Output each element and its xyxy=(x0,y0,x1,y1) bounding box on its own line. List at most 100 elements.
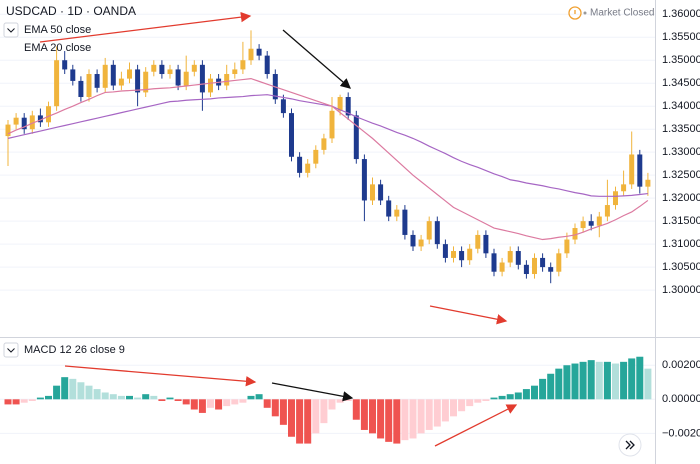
histogram-bar xyxy=(312,399,320,434)
histogram-bar xyxy=(490,397,498,400)
histogram-bar xyxy=(231,399,239,405)
candle-body xyxy=(345,97,351,116)
legend-toggle[interactable] xyxy=(3,342,19,358)
histogram-bar xyxy=(36,397,44,400)
histogram-bar xyxy=(595,361,603,400)
candle-body xyxy=(442,244,448,258)
grid xyxy=(0,13,655,434)
candle-body xyxy=(94,74,100,88)
histogram-bar xyxy=(126,395,133,400)
histogram-bar xyxy=(182,399,190,405)
candle-body xyxy=(248,48,254,61)
histogram-bar xyxy=(304,399,312,444)
candle-body xyxy=(523,264,529,275)
histogram-bar xyxy=(547,373,555,400)
y-tick-label: 1.33500 xyxy=(662,123,700,135)
histogram-bar xyxy=(563,365,571,400)
histogram-bar xyxy=(433,399,441,427)
candle-body xyxy=(175,69,181,86)
histogram-bar xyxy=(12,399,20,405)
candle-body xyxy=(183,71,189,86)
candle-body xyxy=(13,117,19,125)
histogram-bar xyxy=(158,399,166,401)
candle-body xyxy=(232,69,238,75)
histogram-bar xyxy=(425,399,433,430)
legend-label: EMA 50 close xyxy=(24,24,91,36)
candle-body xyxy=(78,80,84,98)
candle-body xyxy=(491,253,497,272)
histogram-bar xyxy=(458,399,466,412)
histogram-bar xyxy=(53,385,61,400)
candle-body xyxy=(62,60,68,70)
y-tick-label: 1.31000 xyxy=(662,238,700,250)
arrow xyxy=(282,29,351,89)
y-tick-label: 1.35500 xyxy=(662,31,700,43)
candle-body xyxy=(29,115,35,130)
candle-body xyxy=(613,191,618,206)
candle-body xyxy=(46,106,51,123)
annotations xyxy=(39,11,518,447)
histogram-bar xyxy=(587,360,595,400)
candle-body xyxy=(143,71,149,93)
candle-body xyxy=(499,262,505,272)
histogram-bar xyxy=(450,399,457,417)
candle-body xyxy=(394,209,400,217)
y-tick-label: 1.32500 xyxy=(662,169,700,181)
histogram-bar xyxy=(377,399,385,439)
candle-body xyxy=(540,257,546,268)
histogram-bar xyxy=(612,363,619,400)
candle-body xyxy=(426,221,432,240)
histogram-bar xyxy=(45,395,52,400)
candle-body xyxy=(127,69,132,79)
histogram-bar xyxy=(28,399,36,401)
candle-body xyxy=(580,221,586,229)
y-tick-label: 1.35000 xyxy=(662,54,700,66)
candle-body xyxy=(548,267,554,272)
candle-body xyxy=(305,163,311,173)
candle-body xyxy=(515,251,521,265)
candle-body xyxy=(621,184,627,192)
histogram-bar xyxy=(474,399,482,403)
chevron-icon xyxy=(625,440,635,450)
chevron-icon xyxy=(7,348,15,353)
candle-body xyxy=(483,234,489,254)
histogram-bar xyxy=(198,399,206,413)
histogram-bar xyxy=(239,399,247,403)
chevron-icon xyxy=(7,28,15,33)
candle-body xyxy=(191,64,197,72)
histogram-bar xyxy=(271,399,279,417)
histogram-bar xyxy=(263,399,271,408)
histogram-bar xyxy=(628,358,636,400)
histogram-bar xyxy=(603,361,611,400)
candle-body xyxy=(102,64,108,88)
legend-toggle[interactable] xyxy=(3,22,19,38)
symbol-title: USDCAD · 1D · OANDA xyxy=(6,4,136,18)
histogram-bar xyxy=(279,399,287,425)
candle-body xyxy=(21,117,27,130)
histogram-bar xyxy=(190,399,198,410)
market-status: Market Closed xyxy=(590,8,654,19)
arrow xyxy=(64,365,257,387)
candle-body xyxy=(386,200,392,217)
histogram-bar xyxy=(215,399,223,410)
histogram-bar xyxy=(385,399,393,442)
histogram-bar xyxy=(401,399,409,441)
candle-body xyxy=(151,64,157,72)
y-tick-label: 1.31500 xyxy=(662,215,700,227)
candle-body xyxy=(337,97,343,111)
histogram-bar xyxy=(441,399,449,422)
y-tick-label: 1.34500 xyxy=(662,77,700,89)
histogram-bar xyxy=(579,361,587,400)
candle-body xyxy=(70,69,76,81)
histogram-bar xyxy=(352,399,360,420)
y-tick-label: 0.00200 xyxy=(662,359,700,371)
histogram-bar xyxy=(555,368,563,400)
arrow xyxy=(429,305,508,325)
histogram-bar xyxy=(117,395,125,400)
plot xyxy=(4,30,652,444)
histogram-bar xyxy=(360,399,368,430)
y-tick-label: 1.33000 xyxy=(662,146,700,158)
histogram-bar xyxy=(150,395,158,400)
candle-body xyxy=(588,221,594,226)
